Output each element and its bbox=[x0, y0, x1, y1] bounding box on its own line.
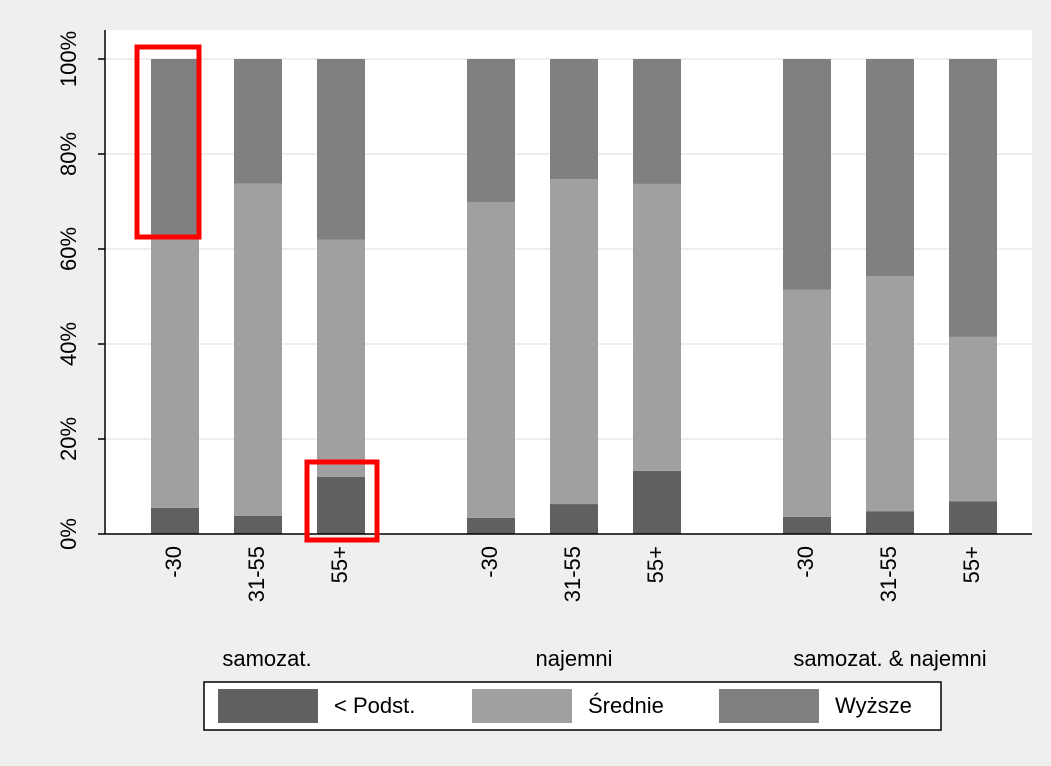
legend-label: < Podst. bbox=[334, 693, 415, 718]
legend-swatch bbox=[719, 689, 819, 723]
highlight-box bbox=[134, 44, 202, 240]
bar-segment bbox=[949, 336, 997, 502]
legend-label: Średnie bbox=[588, 693, 664, 718]
x-tick-label: -30 bbox=[477, 546, 502, 578]
bar-segment bbox=[151, 59, 199, 240]
bar-segment bbox=[949, 59, 997, 337]
bar-segment bbox=[949, 501, 997, 534]
x-tick-label: 31-55 bbox=[876, 546, 901, 602]
x-tick-label: 31-55 bbox=[244, 546, 269, 602]
bar-segment bbox=[550, 59, 598, 180]
legend-swatch bbox=[218, 689, 318, 723]
bar-segment bbox=[550, 179, 598, 505]
bar-segment bbox=[467, 59, 515, 202]
legend-swatch bbox=[472, 689, 572, 723]
bar-segment bbox=[783, 289, 831, 517]
x-tick-label: 55+ bbox=[643, 546, 668, 583]
y-tick-label: 40% bbox=[56, 322, 81, 366]
bar-segment bbox=[550, 504, 598, 534]
y-tick-label: 100% bbox=[56, 31, 81, 87]
bar-segment bbox=[633, 470, 681, 534]
bar-segment bbox=[317, 239, 365, 477]
highlight-box bbox=[304, 459, 380, 543]
bar-segment bbox=[467, 517, 515, 534]
x-tick-label: 55+ bbox=[959, 546, 984, 583]
y-tick-label: 60% bbox=[56, 227, 81, 271]
group-label: samozat. & najemni bbox=[793, 646, 986, 671]
y-tick-label: 80% bbox=[56, 132, 81, 176]
bar-segment bbox=[866, 276, 914, 512]
bar-segment bbox=[151, 507, 199, 534]
group-label: samozat. bbox=[222, 646, 311, 671]
bar-segment bbox=[234, 59, 282, 184]
bar-segment bbox=[467, 201, 515, 518]
bar-segment bbox=[234, 183, 282, 516]
bar-segment bbox=[783, 516, 831, 534]
bar-segment bbox=[317, 59, 365, 240]
bar-segment bbox=[151, 239, 199, 508]
x-tick-label: -30 bbox=[161, 546, 186, 578]
x-tick-label: -30 bbox=[793, 546, 818, 578]
bar-segment bbox=[866, 511, 914, 534]
group-label: najemni bbox=[535, 646, 612, 671]
bar-segment bbox=[866, 59, 914, 277]
bar-segment bbox=[234, 515, 282, 534]
x-tick-label: 55+ bbox=[327, 546, 352, 583]
y-tick-label: 20% bbox=[56, 417, 81, 461]
y-tick-label: 0% bbox=[56, 518, 81, 550]
bar-segment bbox=[783, 59, 831, 290]
legend-label: Wyższe bbox=[835, 693, 912, 718]
bar-segment bbox=[633, 183, 681, 471]
bar-segment bbox=[633, 59, 681, 184]
bar-segment bbox=[317, 477, 365, 534]
x-tick-label: 31-55 bbox=[560, 546, 585, 602]
